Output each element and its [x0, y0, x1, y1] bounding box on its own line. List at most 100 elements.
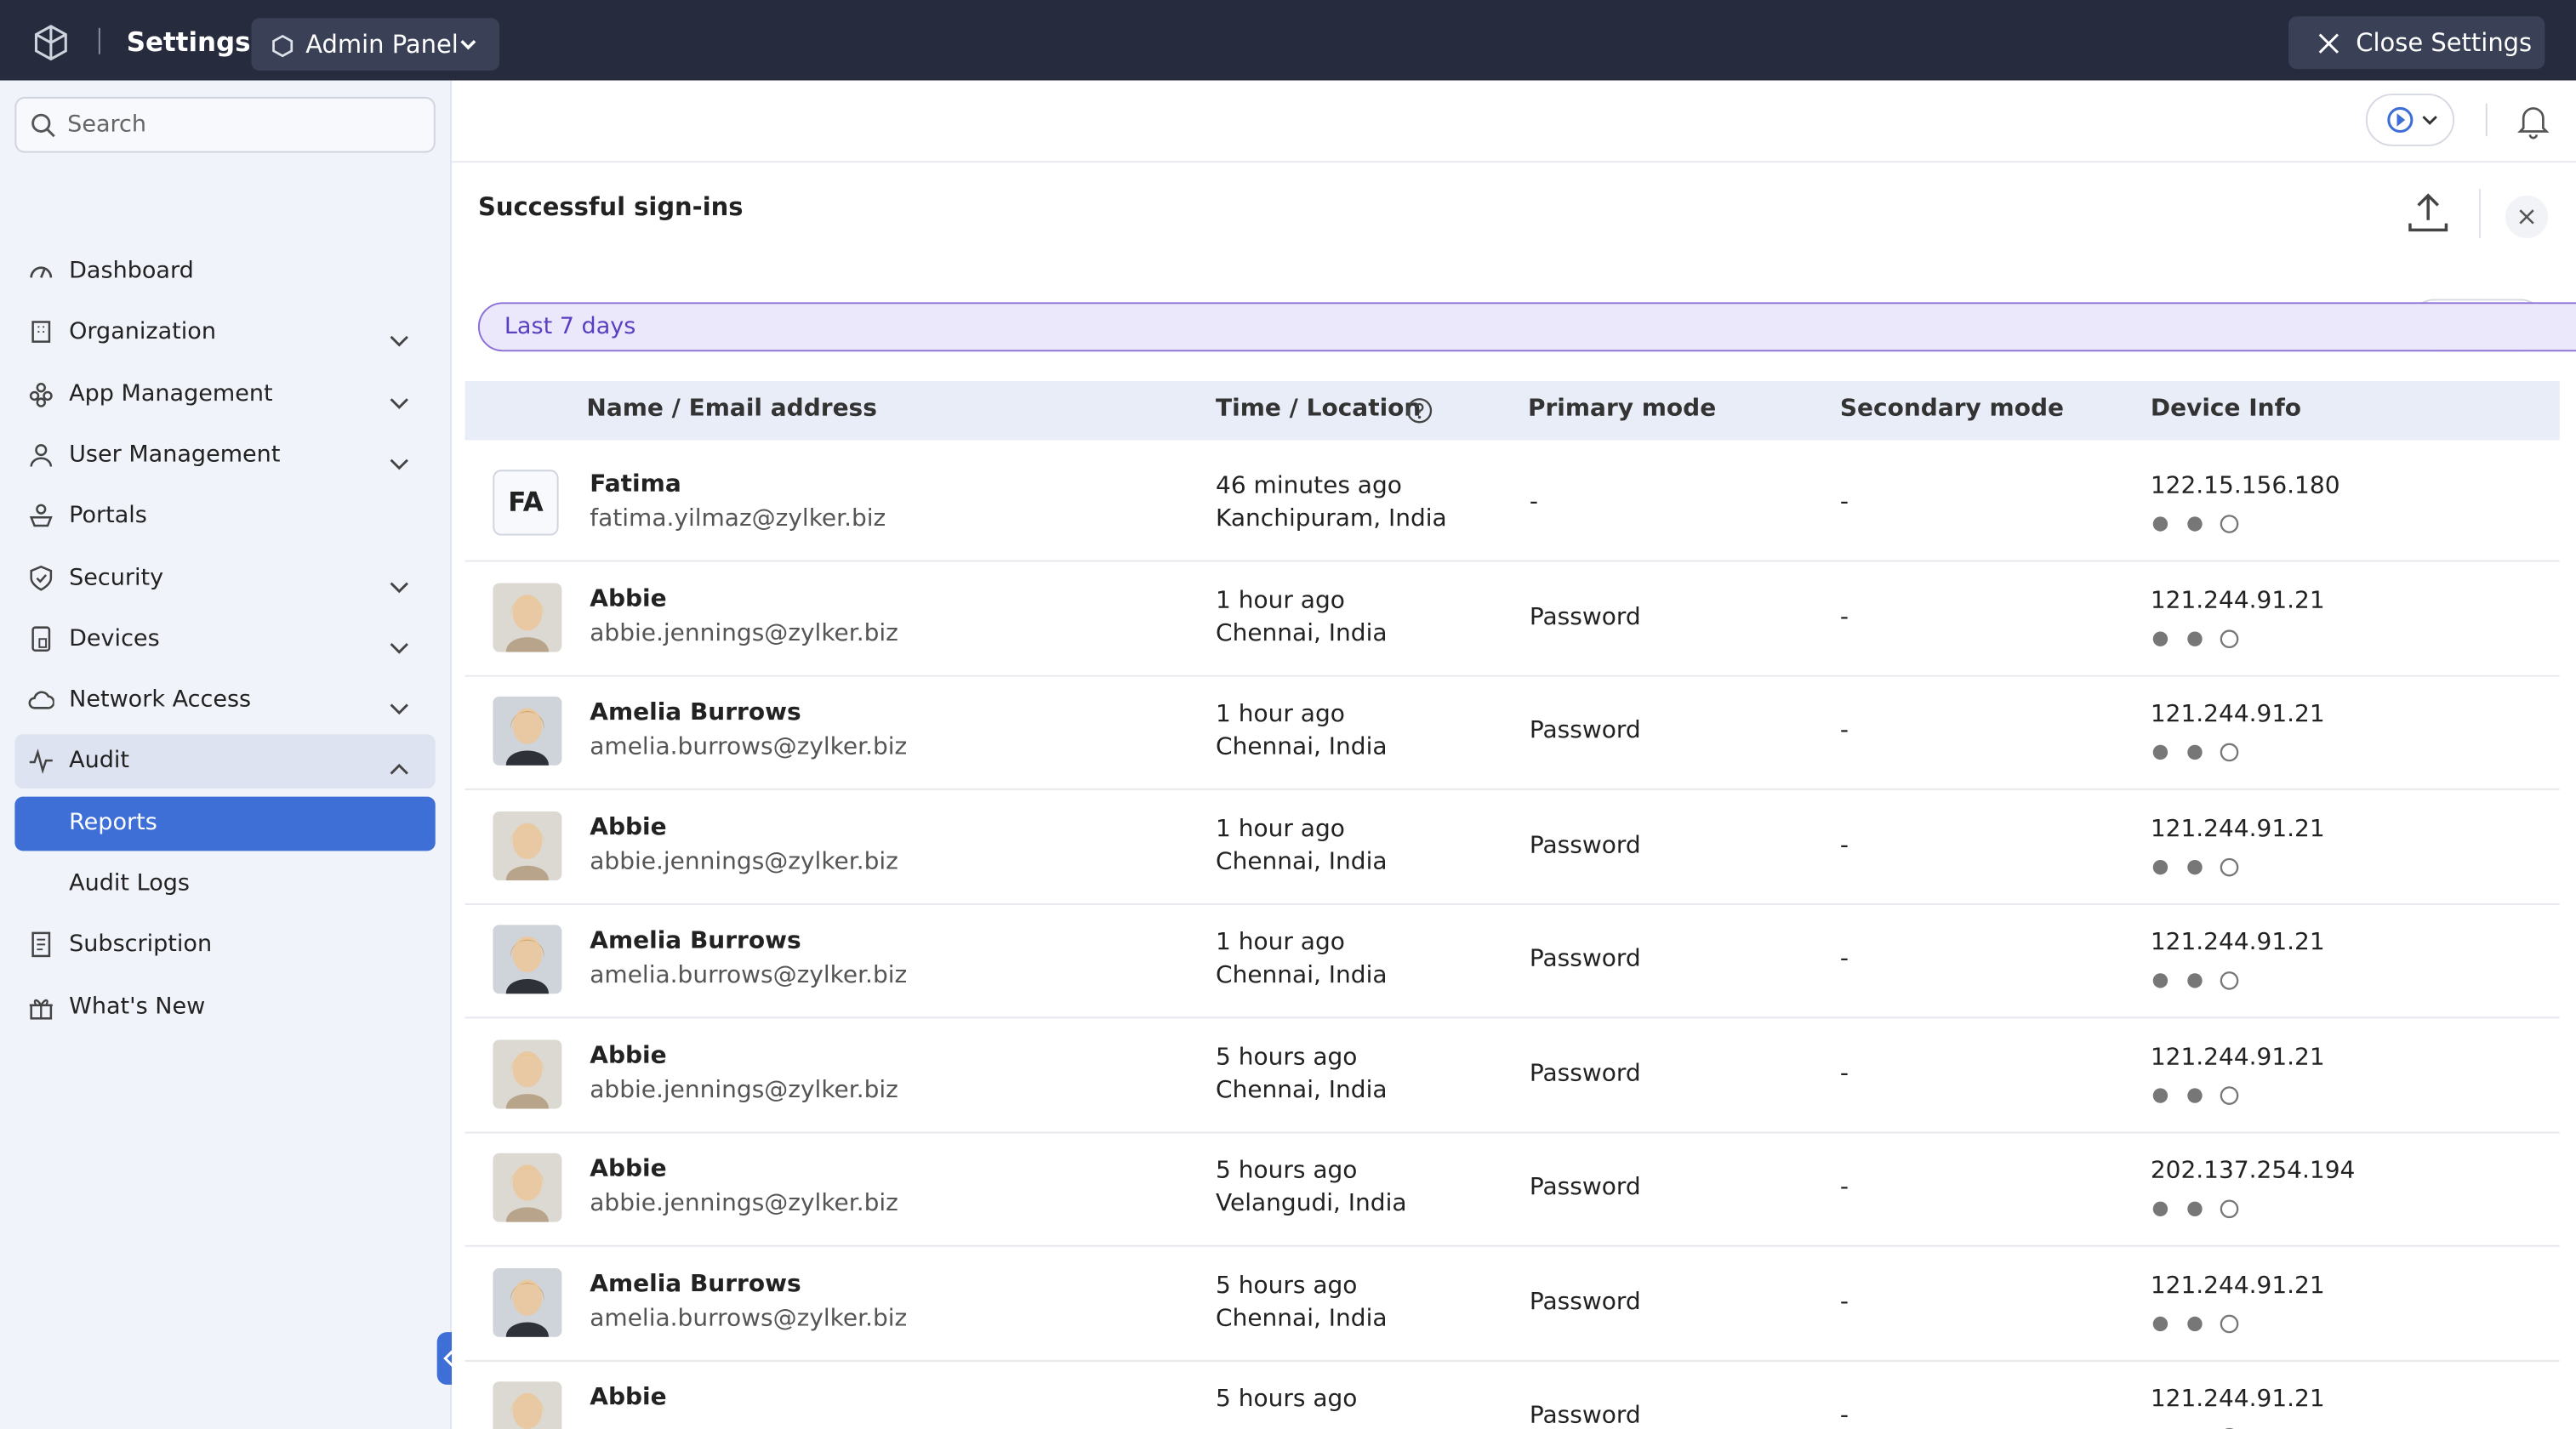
name: Amelia Burrows — [590, 928, 801, 954]
icon — [493, 1267, 562, 1343]
location: Chennai, India — [1216, 619, 1388, 646]
column-header: Name / Email address — [586, 396, 877, 423]
icon — [390, 448, 409, 480]
time: 1 hour ago — [1216, 930, 1345, 956]
notifications[interactable] — [2516, 104, 2550, 139]
nav-label: Subscription — [69, 931, 213, 959]
icon — [390, 387, 409, 418]
primary: - — [1529, 489, 1538, 516]
filter-pill[interactable]: Last 7 days — [477, 302, 2576, 352]
ip: 122.15.156.180 — [2150, 473, 2340, 500]
primary: Password — [1529, 1403, 1641, 1429]
nav-item[interactable]: Reports — [14, 795, 436, 851]
column-header: Primary mode — [1527, 396, 1717, 423]
column-header: Secondary mode — [1839, 396, 2064, 423]
logo — [34, 25, 67, 61]
ip: 121.244.91.21 — [2150, 815, 2325, 842]
export-button[interactable] — [2407, 189, 2449, 235]
nav-item[interactable]: Security — [14, 551, 435, 606]
nav-item[interactable]: Devices — [14, 612, 435, 667]
secondary: - — [1839, 946, 1849, 973]
icon — [493, 1039, 562, 1114]
close-label: Close Settings — [2356, 27, 2533, 58]
ip: 121.244.91.21 — [2150, 1386, 2325, 1413]
nav-label: Audit — [69, 748, 130, 775]
avatar-initials: FA — [493, 470, 559, 536]
ip: 121.244.91.21 — [2150, 930, 2325, 956]
table-row[interactable]: Abbie abbie.jennings@zylker.biz 5 hours ag… — [464, 1132, 2560, 1247]
icon — [390, 693, 409, 725]
nav-label: Security — [69, 564, 164, 591]
table-row[interactable]: Abbie 5 hours ago Password - 121.244.91.21 — [465, 1360, 2560, 1429]
name: Amelia Burrows — [590, 1270, 801, 1297]
nav-item[interactable]: Subscription — [14, 919, 435, 973]
table-row[interactable]: Abbie abbie.jennings@zylker.biz 5 hours ag… — [464, 1017, 2560, 1133]
close-settings[interactable]: Close Settings — [2288, 16, 2545, 70]
icon — [28, 686, 55, 720]
icon — [28, 380, 54, 413]
name: Abbie — [590, 813, 667, 840]
icon — [390, 754, 409, 786]
email: amelia.burrows@zylker.biz — [590, 734, 908, 761]
nav-label: Dashboard — [69, 258, 194, 285]
table-row[interactable]: Abbie abbie.jennings@zylker.biz 1 hour ago… — [464, 789, 2560, 905]
icon — [2151, 1196, 2243, 1227]
ip: 121.244.91.21 — [2150, 1272, 2325, 1299]
secondary: - — [1839, 1403, 1849, 1429]
nav-item[interactable]: User Management — [14, 429, 435, 483]
nav-item[interactable]: Organization — [14, 306, 435, 361]
panel-label: Admin Panel — [305, 29, 459, 60]
nav-label: Audit Logs — [69, 870, 190, 897]
icon — [2151, 1424, 2243, 1429]
search-box[interactable]: Search — [14, 96, 436, 153]
status-menu[interactable] — [2365, 94, 2455, 146]
icon — [493, 696, 562, 772]
close-panel[interactable] — [2505, 195, 2549, 239]
app-title: Settings — [126, 26, 251, 58]
icon — [390, 632, 409, 663]
panel-switcher[interactable]: Admin Panel — [251, 18, 500, 71]
time: 5 hours ago — [1216, 1272, 1358, 1299]
table-row[interactable]: Abbie abbie.jennings@zylker.biz 1 hour ago… — [464, 561, 2560, 676]
nav-item[interactable]: What's New — [14, 980, 435, 1034]
icon — [2151, 511, 2243, 543]
icon — [28, 625, 54, 658]
table-row[interactable]: FA Fatima fatima.yilmaz@zylker.biz 46 minut… — [464, 447, 2560, 562]
filter-label: Last 7 days — [504, 313, 636, 340]
name: Amelia Burrows — [590, 699, 801, 726]
page-title: Successful sign-ins — [477, 191, 744, 222]
nav-item[interactable]: Portals — [14, 490, 435, 544]
secondary: - — [1839, 1174, 1849, 1201]
nav-item[interactable]: App Management — [14, 367, 435, 422]
table-row[interactable]: Amelia Burrows amelia.burrows@zylker.biz 5… — [464, 1246, 2560, 1361]
icon — [390, 571, 409, 602]
secondary: - — [1839, 1060, 1849, 1087]
icon — [28, 258, 54, 291]
email: amelia.burrows@zylker.biz — [590, 962, 908, 989]
time: 1 hour ago — [1216, 815, 1345, 842]
time: 5 hours ago — [1216, 1158, 1358, 1185]
nav-item[interactable]: Network Access — [14, 674, 435, 728]
icon — [28, 441, 54, 475]
nav-item[interactable]: Dashboard — [14, 245, 435, 299]
primary: Password — [1529, 1174, 1641, 1201]
secondary: - — [1839, 1288, 1849, 1315]
secondary: - — [1839, 717, 1849, 744]
email: amelia.burrows@zylker.biz — [590, 1305, 908, 1332]
nav-item[interactable]: Audit Logs — [14, 857, 435, 912]
nav-item[interactable]: Audit — [14, 734, 436, 789]
table-row[interactable]: Amelia Burrows amelia.burrows@zylker.biz 1… — [464, 903, 2560, 1019]
secondary: - — [1839, 489, 1849, 516]
primary: Password — [1529, 832, 1641, 859]
location: Chennai, India — [1216, 962, 1388, 989]
name: Abbie — [590, 1384, 667, 1411]
primary: Password — [1529, 603, 1641, 630]
ip: 121.244.91.21 — [2150, 1044, 2325, 1071]
table-row[interactable]: Amelia Burrows amelia.burrows@zylker.biz 1… — [464, 675, 2560, 790]
location: Chennai, India — [1216, 734, 1388, 761]
nav-label: Reports — [69, 809, 157, 836]
primary: Password — [1529, 717, 1641, 744]
top-bar: Settings Admin Panel Close Settings — [0, 0, 2576, 81]
